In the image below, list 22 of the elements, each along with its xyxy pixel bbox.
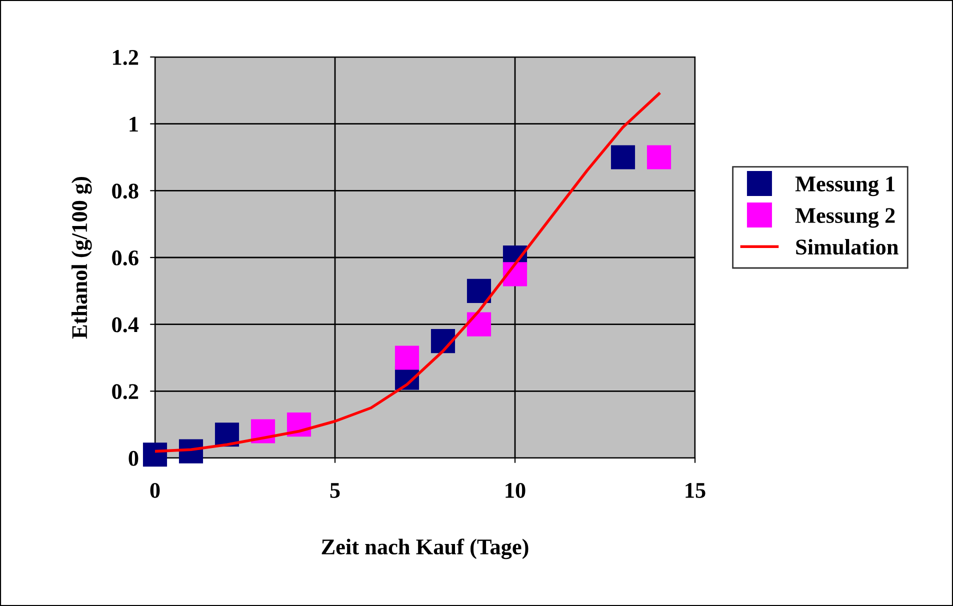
legend-label: Simulation (796, 238, 898, 255)
y-tick-label: 1 (130, 116, 138, 132)
point (466, 312, 492, 336)
point (394, 346, 420, 370)
y-axis-title: Ethanol (g/100 g) (71, 176, 92, 339)
point (466, 278, 492, 303)
y-tick-label: 0.4 (112, 317, 139, 332)
point (142, 442, 168, 467)
y-tick-label: 0.2 (112, 384, 138, 400)
x-tick-label: 15 (686, 483, 706, 498)
x-tick-label: 5 (330, 483, 340, 498)
y-tick-label: 0.8 (112, 184, 138, 199)
y-tick-label: 0.6 (112, 250, 138, 266)
point (610, 145, 636, 170)
legend-label: Messung 1 (795, 176, 894, 196)
point (646, 145, 672, 170)
x-axis-title: Zeit nach Kauf (Tage) (322, 538, 528, 560)
y-tick-label: 0 (128, 450, 138, 466)
x-tick-label: 10 (506, 482, 526, 498)
legend-label: Messung 2 (795, 208, 895, 228)
y-tick-label: 1.2 (113, 50, 138, 66)
x-tick-label: 0 (150, 482, 160, 498)
